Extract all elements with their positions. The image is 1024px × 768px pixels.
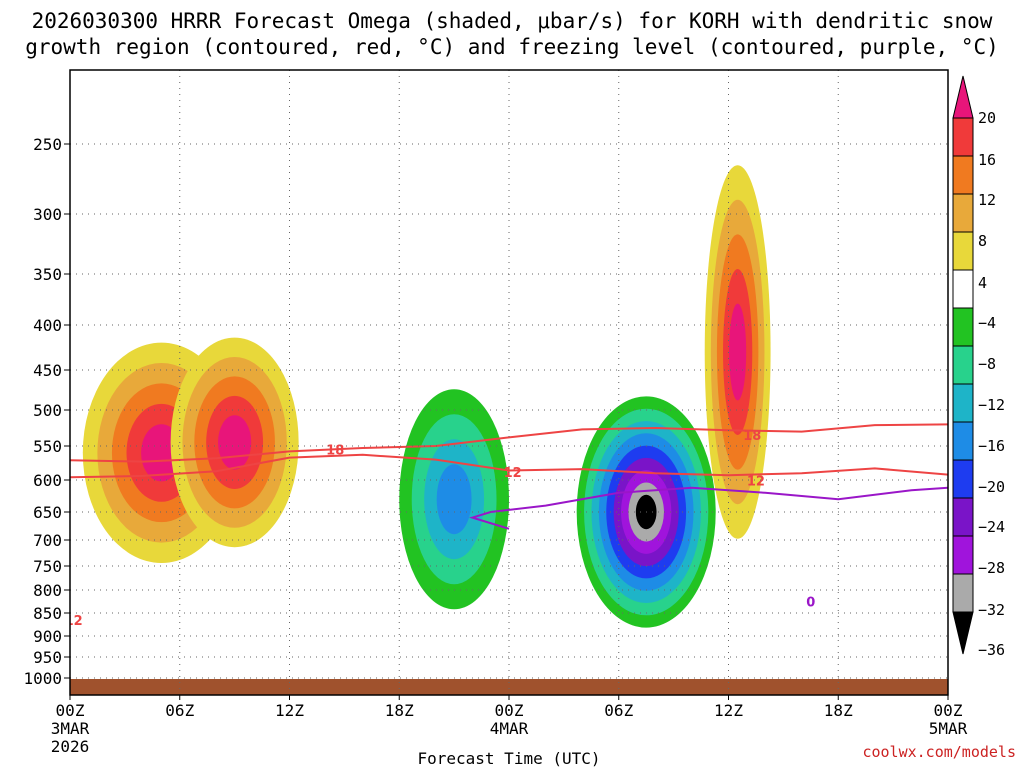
- x-tick-sublabel: 2026: [51, 737, 90, 756]
- x-tick-label: 00Z: [934, 701, 963, 720]
- contour-label: 12: [747, 475, 765, 490]
- y-tick-label: 800: [33, 581, 62, 600]
- colorbar-band: [952, 345, 974, 385]
- y-tick-label: 500: [33, 401, 62, 420]
- contour-label: 0: [806, 596, 815, 611]
- colorbar-band: [952, 459, 974, 499]
- dgz-minus12-contour: [70, 453, 948, 479]
- colorbar-label: −20: [978, 478, 1005, 496]
- plot-area: 18 12 12 18 12 0: [65, 165, 948, 695]
- colorbar-label: 8: [978, 232, 987, 250]
- colorbar-label: 16: [978, 151, 996, 169]
- colorbar: 20 16 12 8 4 −4 −8 −12 −16 −20 −24 −28 −32 −36: [952, 75, 1005, 659]
- omega-contour-fill: [218, 415, 252, 470]
- contour-label: 12: [65, 614, 83, 629]
- y-tick-label: 900: [33, 627, 62, 646]
- x-tick-label: 00Z: [56, 701, 85, 720]
- y-tick-label: 400: [33, 316, 62, 335]
- colorbar-band: [952, 497, 974, 537]
- y-axis: 250 300 350 400 450 500 550 600 650 700 750 800 850 9…: [23, 135, 70, 688]
- colorbar-label: −16: [978, 437, 1005, 455]
- colorbar-band: [952, 193, 974, 233]
- x-tick-sublabel: 4MAR: [490, 719, 529, 738]
- dgz-minus18-contour: [70, 423, 948, 463]
- x-tick-sublabel: 5MAR: [929, 719, 968, 738]
- colorbar-bottom-arrow: [952, 611, 974, 655]
- colorbar-band: [952, 231, 974, 271]
- credit-text: coolwx.com/models: [862, 743, 1016, 761]
- contour-label: 18: [743, 429, 761, 444]
- grid-lines: [69, 70, 949, 695]
- contour-label: 18: [326, 443, 344, 458]
- x-axis-label: Forecast Time (UTC): [417, 749, 600, 768]
- colorbar-band: [952, 573, 974, 613]
- colorbar-band: [952, 421, 974, 461]
- x-tick-label: 06Z: [604, 701, 633, 720]
- colorbar-band: [952, 269, 974, 309]
- colorbar-label: −32: [978, 601, 1005, 619]
- y-tick-label: 1000: [23, 669, 62, 688]
- colorbar-label: −4: [978, 314, 996, 332]
- y-tick-label: 700: [33, 531, 62, 550]
- colorbar-label: 20: [978, 109, 996, 127]
- y-tick-label: 650: [33, 503, 62, 522]
- freezing-level-contour: [468, 486, 948, 530]
- chart-title-line-2: growth region (contoured, red, °C) and f…: [25, 35, 999, 59]
- colorbar-label: 4: [978, 274, 987, 292]
- colorbar-band: [952, 383, 974, 423]
- y-tick-label: 750: [33, 557, 62, 576]
- colorbar-label: 12: [978, 191, 996, 209]
- omega-contour-fill: [436, 464, 472, 535]
- ground-surface: [70, 679, 948, 695]
- colorbar-label: −24: [978, 518, 1005, 536]
- x-tick-label: 18Z: [385, 701, 414, 720]
- colorbar-label: −8: [978, 355, 996, 373]
- y-tick-label: 600: [33, 471, 62, 490]
- y-tick-label: 850: [33, 604, 62, 623]
- colorbar-label: −36: [978, 641, 1005, 659]
- x-tick-label: 00Z: [495, 701, 524, 720]
- y-tick-label: 250: [33, 135, 62, 154]
- y-tick-label: 300: [33, 205, 62, 224]
- colorbar-label: −28: [978, 559, 1005, 577]
- y-tick-label: 350: [33, 265, 62, 284]
- contour-label: 12: [504, 466, 522, 481]
- colorbar-top-arrow: [952, 75, 974, 119]
- y-tick-label: 550: [33, 437, 62, 456]
- x-tick-label: 12Z: [714, 701, 743, 720]
- x-tick-label: 18Z: [824, 701, 853, 720]
- omega-contour-fill: [729, 303, 747, 401]
- x-tick-sublabel: 3MAR: [51, 719, 90, 738]
- colorbar-band: [952, 155, 974, 195]
- colorbar-label: −12: [978, 396, 1005, 414]
- x-tick-label: 12Z: [275, 701, 304, 720]
- y-tick-label: 950: [33, 648, 62, 667]
- colorbar-band: [952, 117, 974, 157]
- y-tick-label: 450: [33, 361, 62, 380]
- colorbar-band: [952, 307, 974, 347]
- chart-title-line-1: 2026030300 HRRR Forecast Omega (shaded, …: [32, 9, 993, 33]
- colorbar-band: [952, 535, 974, 575]
- x-tick-label: 06Z: [165, 701, 194, 720]
